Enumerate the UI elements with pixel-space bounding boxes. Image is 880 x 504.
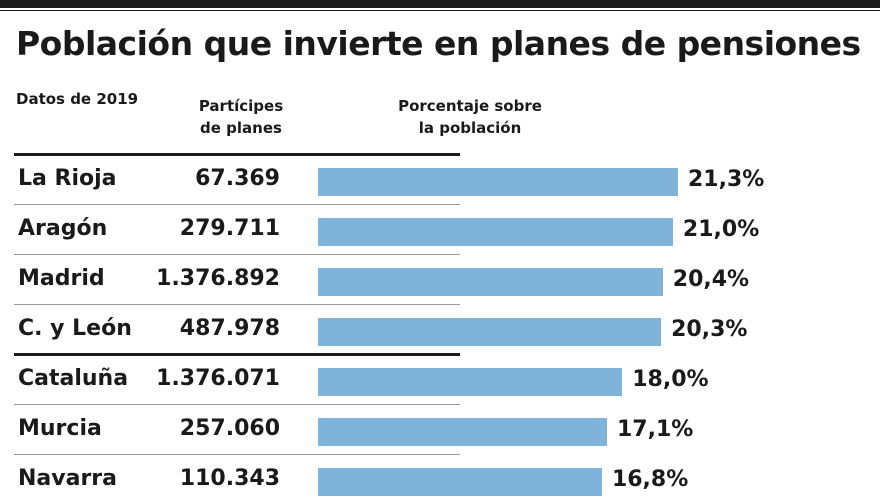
percentage-bar: [318, 368, 623, 396]
percentage-bar: [318, 268, 663, 296]
row-separator: [14, 153, 460, 156]
region-name: C. y León: [18, 316, 132, 341]
table-row: La Rioja 67.369 21,3%: [0, 153, 880, 204]
participants-header-line2: de planes: [200, 119, 282, 137]
row-separator: [14, 353, 460, 356]
percentage-bar: [318, 468, 602, 496]
percentage-bar: [318, 168, 678, 196]
percentage-label: 21,0%: [682, 217, 760, 242]
participants-value: 487.978: [179, 316, 280, 341]
region-name: Aragón: [18, 216, 108, 241]
table-row: Cataluña 1.376.071 18,0%: [0, 353, 880, 404]
participants-value: 279.711: [179, 216, 280, 241]
percentage-bar: [318, 218, 673, 246]
row-separator: [14, 204, 460, 205]
participants-value: 110.343: [179, 466, 280, 491]
percentage-header: Porcentaje sobre la población: [365, 95, 575, 139]
percentage-label: 18,0%: [632, 367, 709, 392]
table-row: C. y León 487.978 20,3%: [0, 304, 880, 354]
data-year-note: Datos de 2019: [16, 90, 139, 108]
percentage-header-line2: la población: [418, 119, 522, 137]
row-separator: [14, 454, 460, 455]
percentage-label: 20,3%: [671, 317, 748, 342]
top-rule-thin: [0, 10, 880, 11]
row-separator: [14, 404, 460, 405]
percentage-bar: [318, 418, 607, 446]
percentage-label: 16,8%: [611, 467, 689, 492]
table-row: Madrid 1.376.892 20,4%: [0, 254, 880, 304]
chart-title: Población que invierte en planes de pens…: [16, 24, 861, 63]
region-name: Madrid: [18, 266, 105, 291]
region-name: Navarra: [18, 466, 117, 491]
row-separator: [14, 254, 460, 255]
region-name: Murcia: [18, 416, 102, 441]
percentage-label: 20,4%: [672, 267, 750, 292]
participants-value: 257.060: [179, 416, 280, 441]
participants-value: 1.376.071: [156, 366, 280, 391]
table-row: Aragón 279.711 21,0%: [0, 204, 880, 254]
percentage-label: 21,3%: [688, 167, 765, 192]
region-name: Cataluña: [18, 366, 129, 391]
region-name: La Rioja: [18, 166, 117, 191]
percentage-label: 17,1%: [617, 417, 694, 442]
participants-header-line1: Partícipes: [198, 97, 284, 115]
participants-value: 67.369: [195, 166, 280, 191]
participants-value: 1.376.892: [156, 266, 280, 291]
top-rule: [0, 0, 880, 8]
participants-header: Partícipes de planes: [185, 95, 297, 139]
percentage-header-line1: Porcentaje sobre: [398, 97, 542, 115]
table-row: Navarra 110.343 16,8%: [0, 454, 880, 504]
row-separator: [14, 304, 460, 305]
percentage-bar: [318, 318, 662, 346]
table-row: Murcia 257.060 17,1%: [0, 404, 880, 454]
